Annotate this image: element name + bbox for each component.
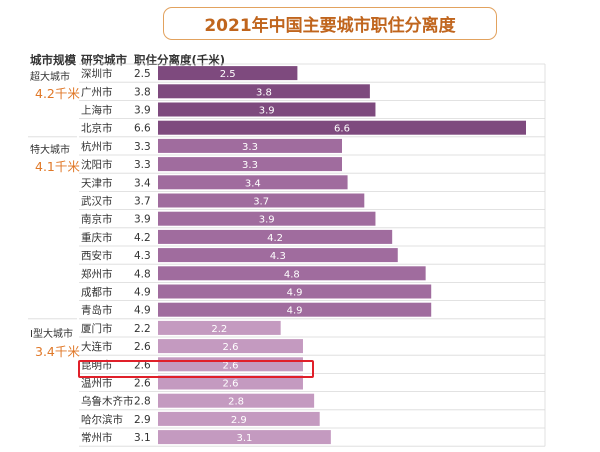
chart-title-box: 2021年中国主要城市职住分离度 [163,7,497,40]
bar [158,211,376,226]
bar-data-label: 3.1 [236,433,252,444]
bar [158,66,298,81]
value-label: 4.9 [134,305,151,317]
city-label: 常州市 [81,431,113,444]
city-label: 南京市 [81,213,113,226]
bar-data-label: 3.7 [253,197,269,208]
bar [158,157,342,172]
bar [158,430,331,445]
chart-title: 2021年中国主要城市职住分离度 [204,16,456,36]
value-label: 3.3 [134,141,151,153]
bar-data-label: 2.8 [228,397,244,408]
header-value: 职住分离度(千米) [134,53,226,67]
city-label: 杭州市 [81,140,113,153]
bar [158,320,281,335]
value-label: 3.8 [134,86,151,98]
bar-data-label: 2.2 [211,324,227,335]
bar [158,248,398,263]
bar [158,393,315,408]
city-label: 深圳市 [81,67,113,80]
city-label: 乌鲁木齐市 [81,395,134,408]
header-tier: 城市规模 [30,53,76,67]
bar [158,102,376,117]
city-label: 重庆市 [81,231,113,244]
bar-data-label: 2.9 [231,415,247,426]
bar-data-label: 2.6 [223,379,239,390]
highlight-box-kunming [78,360,314,378]
bar [158,411,320,426]
city-label: 西安市 [81,249,113,262]
bar-data-label: 3.9 [259,215,275,226]
value-label: 3.3 [134,159,151,171]
city-label: 厦门市 [81,322,113,335]
city-label: 成都市 [81,286,113,299]
bar-data-label: 4.2 [267,233,283,244]
bar [158,284,432,299]
bar-data-label: 2.6 [223,360,239,371]
value-label: 2.9 [134,414,151,426]
bar [158,193,365,208]
value-label: 3.4 [134,177,151,189]
value-label: 3.1 [134,432,151,444]
bar-data-label: 4.3 [270,251,286,262]
value-label: 4.8 [134,268,151,280]
bar-data-label: 3.3 [242,142,258,153]
header-city: 研究城市 [81,53,127,67]
value-label: 4.3 [134,250,151,262]
city-label: 郑州市 [81,267,113,280]
value-label: 6.6 [134,123,151,135]
value-label: 3.9 [134,105,151,117]
value-label: 3.7 [134,196,151,208]
value-label: 2.6 [134,341,151,353]
tier-name-type1: I型大城市 [30,329,73,340]
city-label: 广州市 [81,85,113,98]
city-label: 武汉市 [81,195,113,208]
bar [158,84,370,99]
bar-data-label: 2.5 [220,69,236,80]
value-label: 4.9 [134,287,151,299]
bar-data-label: 3.4 [245,178,261,189]
bar [158,375,303,390]
bar-data-label: 6.6 [334,124,350,135]
city-label: 温州市 [81,377,113,390]
tier-name-mega: 特大城市 [30,145,70,156]
city-label: 天津市 [81,176,113,189]
bar-data-label: 3.8 [256,87,272,98]
bar-data-label: 3.9 [259,106,275,117]
value-label: 4.2 [134,232,151,244]
tier-avg-super: 4.2千米 [35,86,80,101]
bar-data-label: 3.3 [242,160,258,171]
tier-avg-type1: 3.4千米 [35,344,80,359]
tier-avg-mega: 4.1千米 [35,159,80,174]
city-label: 哈尔滨市 [81,413,123,426]
value-label: 2.6 [134,359,151,371]
bar [158,120,526,135]
city-label: 大连市 [81,340,113,353]
value-label: 2.6 [134,378,151,390]
bar-data-label: 2.6 [223,342,239,353]
city-label: 北京市 [81,122,113,135]
value-label: 2.8 [134,396,151,408]
bar-data-label: 4.9 [287,306,303,317]
bar-data-label: 4.8 [284,269,300,280]
bar-data-label: 4.9 [287,288,303,299]
bar [158,339,303,354]
bar [158,266,426,281]
bar [158,138,342,153]
value-label: 2.2 [134,323,151,335]
value-label: 3.9 [134,214,151,226]
tier-name-super: 超大城市 [30,72,70,83]
city-label: 上海市 [81,104,113,117]
city-label: 沈阳市 [81,158,113,171]
bar [158,229,393,244]
bar [158,175,348,190]
value-label: 2.5 [134,68,151,80]
city-label: 青岛市 [81,304,113,317]
bar [158,302,432,317]
